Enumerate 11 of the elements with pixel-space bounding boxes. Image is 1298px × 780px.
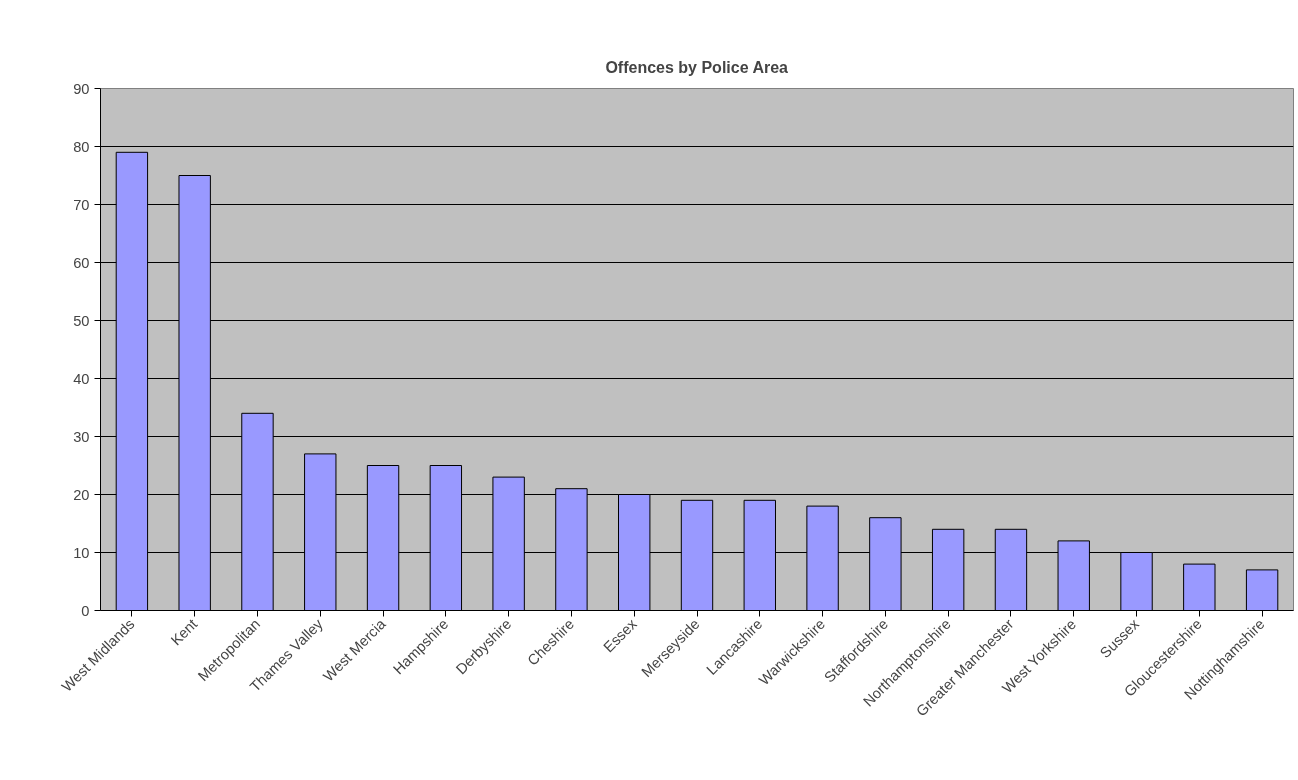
y-tick-label: 0 (81, 602, 90, 619)
y-tick-label: 80 (73, 138, 90, 155)
y-tick-label: 10 (73, 544, 90, 561)
y-tick-label: 20 (73, 486, 90, 503)
y-tick-label: 30 (73, 428, 90, 445)
chart-title: Offences by Police Area (605, 59, 789, 76)
y-tick-label: 90 (73, 80, 90, 97)
y-tick-label: 40 (73, 370, 90, 387)
y-tick-label: 50 (73, 312, 90, 329)
y-tick-label: 70 (73, 196, 90, 213)
y-tick-label: 60 (73, 254, 90, 271)
